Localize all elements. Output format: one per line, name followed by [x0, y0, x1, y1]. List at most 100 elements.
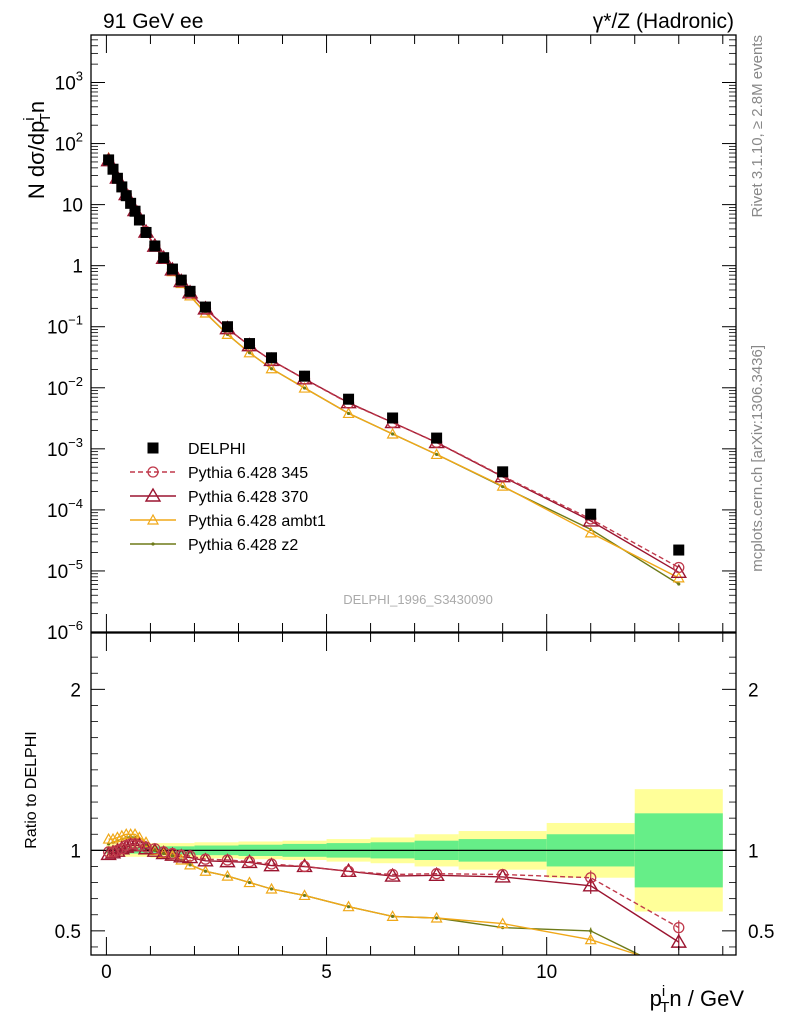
legend-label-p370: Pythia 6.428 370: [188, 489, 308, 506]
ratio-point-z2-17: [269, 887, 274, 891]
legend-marker-ambt1: [146, 513, 160, 525]
ratio-point-p370-20: [384, 867, 401, 882]
main-point-data-0: [103, 154, 115, 166]
ratio-point-p345-15: [221, 854, 234, 866]
main-point-data-13: [184, 285, 196, 297]
main-point-z2-21: [435, 452, 439, 457]
ratio-point-p345-7: [133, 839, 146, 852]
main-point-data-24: [673, 544, 685, 556]
main-point-data-8: [140, 226, 152, 238]
main-point-data-3: [116, 181, 128, 193]
main-ytick-label-5: 10−2: [47, 374, 83, 400]
ratio-point-z2-24: [677, 973, 680, 976]
ratio-plot-area: [91, 828, 736, 976]
main-point-ambt1-20: [386, 427, 399, 439]
main-point-data-1: [107, 163, 119, 175]
main-ytick-label-2: 10: [62, 196, 83, 217]
ratio-point-z2-11: [170, 854, 175, 858]
ratio-point-p345-8: [140, 841, 152, 853]
ratio-xtick-label-2: 10: [536, 962, 557, 983]
main-point-data-9: [149, 240, 161, 252]
ratio-point-p345-5: [124, 838, 137, 850]
main-point-ambt1-18: [298, 381, 311, 393]
main-point-data-14: [199, 301, 211, 313]
ratio-point-p345-13: [184, 850, 196, 862]
ratio-point-ambt1-14: [199, 865, 212, 876]
main-point-ambt1-23: [584, 526, 597, 538]
ratio-point-ambt1-2: [111, 831, 124, 843]
ratio-point-ambt1-15: [221, 869, 234, 881]
main-point-data-22: [497, 466, 509, 478]
ratio-point-ambt1-17: [265, 882, 278, 894]
legend-label-z2: Pythia 6.428 z2: [188, 537, 298, 554]
ratio-point-z2-14: [203, 869, 208, 873]
ratio-point-p370-21: [428, 866, 445, 882]
main-ytick-label-0: 103: [55, 69, 83, 95]
ratio-point-p345-17: [265, 858, 278, 870]
ratio-point-p370-14: [197, 852, 214, 867]
main-point-data-23: [585, 508, 597, 520]
main-ytick-label-3: 1: [72, 257, 83, 278]
analysis-watermark: DELPHI_1996_S3430090: [343, 592, 493, 607]
ratio-point-ambt1-23: [584, 933, 597, 945]
main-line-p345: [107, 160, 680, 569]
ratio-point-ambt1-24: [674, 963, 684, 972]
ratio-frame: [90, 632, 737, 956]
ratio-xtick-label-1: 5: [321, 962, 332, 983]
ratio-point-z2-13: [188, 863, 192, 867]
main-point-z2-19: [346, 411, 351, 416]
mcplots-label: mcplots.cern.ch [arXiv:1306.3436]: [749, 345, 766, 572]
ratio-point-ambt1-21: [430, 911, 443, 923]
ratio-point-ambt1-13: [184, 858, 197, 870]
legend-marker-p370: [144, 487, 162, 502]
legend-marker-data: [147, 442, 159, 454]
main-point-data-19: [343, 393, 355, 405]
ratio-point-z2-20: [390, 914, 395, 918]
main-point-data-11: [166, 263, 178, 275]
main-point-z2-24: [677, 582, 681, 586]
legend-marker-z2: [151, 542, 155, 546]
main-ytick-label-8: 10−5: [47, 557, 83, 583]
ratio-point-p345-16: [243, 855, 256, 868]
ratio-point-ambt1-22: [496, 917, 509, 929]
main-point-ambt1-17: [265, 362, 278, 374]
main-point-p370-23: [582, 512, 599, 527]
ratio-xtick-label-0: 0: [101, 962, 112, 983]
ratio-y-axis-label: Ratio to DELPHI: [23, 731, 40, 848]
ratio-point-ambt1-20: [386, 910, 399, 921]
main-point-data-21: [431, 432, 443, 444]
ratio-ytick-label-right-0: 0.5: [748, 922, 774, 943]
ratio-ytick-label-0: 0.5: [55, 922, 81, 943]
main-ytick-label-4: 10−1: [47, 313, 83, 339]
main-point-data-15: [221, 321, 233, 333]
main-point-data-17: [266, 352, 278, 364]
legend-label-ambt1: Pythia 6.428 ambt1: [188, 513, 326, 530]
legend: DELPHI Pythia 6.428 345 Pythia 6.428 370 Py…: [130, 441, 326, 554]
main-point-ambt1-21: [430, 448, 443, 460]
main-ytick-label-9: 10−6: [47, 618, 83, 644]
ratio-point-z2-16: [247, 880, 252, 885]
main-point-z2-22: [501, 485, 505, 489]
ratio-point-p345-12: [175, 849, 187, 861]
main-plot-area: [100, 151, 687, 586]
ratio-ytick-label-right-2: 2: [748, 680, 759, 701]
ratio-point-ambt1-1: [106, 832, 120, 844]
main-point-data-12: [175, 274, 187, 286]
main-y-axis-label: N dσ/dpiTn: [21, 101, 54, 199]
main-point-data-2: [111, 172, 123, 184]
main-point-ambt1-22: [496, 479, 509, 491]
ratio-point-z2-18: [302, 893, 307, 898]
ratio-point-z2-19: [346, 905, 351, 909]
main-point-p345-24: [673, 561, 685, 574]
ratio-point-z2-9: [153, 848, 157, 852]
main-point-data-16: [243, 338, 255, 350]
rivet-label: Rivet 3.1.10, ≥ 2.8M events: [749, 35, 766, 218]
main-point-z2-18: [302, 386, 307, 390]
ratio-ytick-label-1: 1: [70, 841, 81, 862]
ratio-point-ambt1-3: [115, 829, 128, 841]
main-point-z2-16: [247, 351, 252, 355]
x-axis-label: pi Tn / GeV: [650, 983, 745, 1016]
main-point-data-7: [133, 214, 145, 226]
ratio-point-p345-11: [166, 847, 179, 860]
